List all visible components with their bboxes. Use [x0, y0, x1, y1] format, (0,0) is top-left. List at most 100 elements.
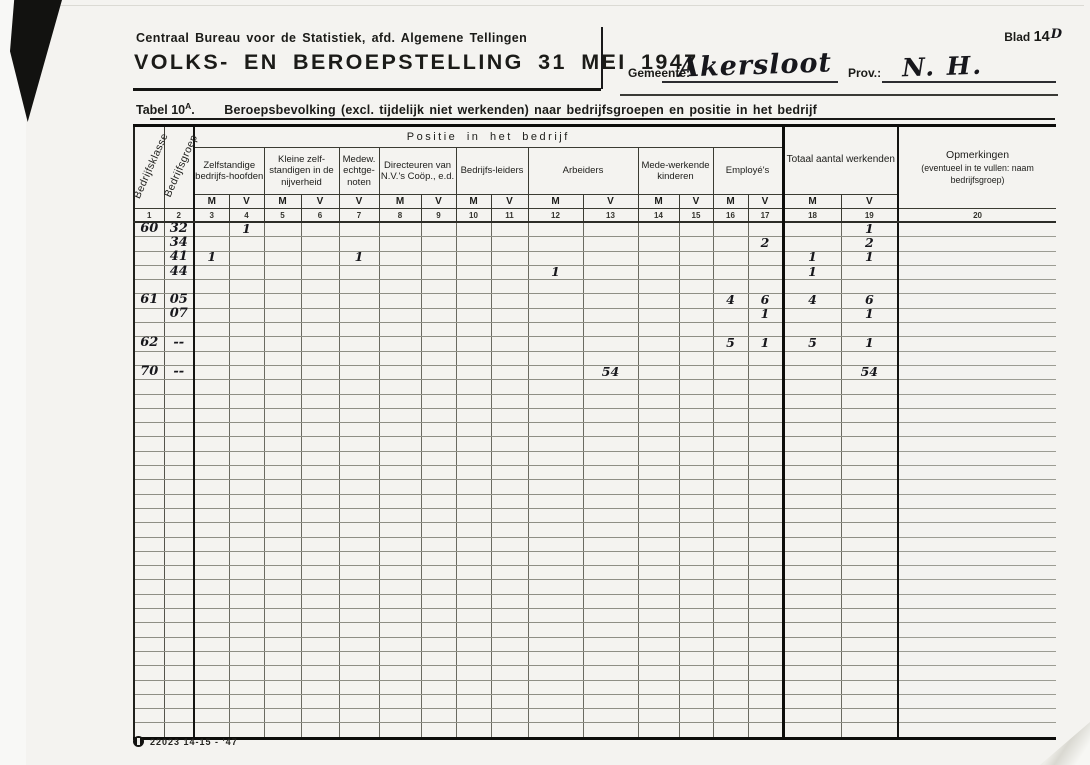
cell-col13: [583, 479, 639, 495]
cell-col17: [748, 579, 784, 595]
cell-col12: [528, 251, 584, 266]
stamp-text: 22023 14-15 - '47: [150, 736, 238, 747]
table-row: 44 1 1: [134, 263, 1057, 281]
cell-col16: [713, 608, 749, 624]
cell-col7: [339, 651, 380, 667]
cell-col6: [301, 694, 340, 710]
cell-col10: [456, 465, 492, 481]
cell-col18: [781, 379, 842, 395]
cell-col17: [748, 537, 784, 552]
cell-col19: [841, 379, 899, 395]
cell-col12: [528, 565, 584, 581]
cell-col17: [748, 680, 784, 695]
handwritten-entry: 44: [169, 263, 188, 279]
cell-col8: [379, 394, 422, 409]
cell-col17: [748, 479, 784, 495]
cell-col4: [229, 579, 265, 595]
cell-col16: [713, 708, 749, 724]
cell-col9: [421, 565, 457, 581]
cell-col8: [379, 522, 422, 538]
cell-col4: [229, 308, 265, 324]
cell-col8: [379, 680, 422, 695]
cell-bedrijfsgroep: [164, 622, 195, 638]
cell-bedrijfsklasse: 62: [134, 336, 165, 352]
cell-col16: [713, 308, 749, 324]
cell-col10: [456, 365, 492, 381]
cell-col12: [528, 293, 584, 309]
table-row: 70 -- 54 54: [134, 365, 1057, 381]
cell-col12: [528, 379, 584, 395]
cell-opmerkingen: [897, 608, 1057, 624]
cell-col17: [748, 508, 784, 524]
cell-col18: 1: [781, 263, 842, 281]
cell-col6: [301, 608, 340, 624]
cell-col14: [638, 522, 680, 538]
cell-col7: [339, 293, 380, 309]
cell-col7: [339, 494, 380, 509]
cell-col10: [456, 551, 492, 567]
cell-col5: [264, 436, 302, 452]
table-row: [134, 594, 1057, 610]
group-header-medewerkende-kinderen: Mede-werkende kinderen: [637, 147, 714, 195]
cell-opmerkingen: [897, 508, 1057, 524]
cell-col4: [229, 451, 265, 467]
cell-col14: [638, 708, 680, 724]
cell-bedrijfsgroep: 07: [164, 307, 195, 324]
cell-bedrijfsklasse: [134, 579, 165, 595]
handwritten-entry: 1: [808, 263, 817, 279]
cell-col5: [264, 308, 302, 324]
cell-col4: [229, 508, 265, 524]
cell-col16: 4: [713, 293, 749, 309]
cell-col11: [491, 665, 529, 681]
cell-col11: [491, 479, 529, 495]
cell-col13: [583, 665, 639, 681]
cell-col10: [456, 451, 492, 467]
cell-col9: [421, 551, 457, 567]
table-row: [134, 279, 1057, 295]
cell-bedrijfsklasse: [134, 722, 165, 739]
cell-col15: [679, 394, 714, 409]
opmerkingen-subtitle: (eventueel in te vullen: naam bedrijfsgr…: [921, 163, 1034, 185]
printer-stamp: 22023 14-15 - '47: [133, 736, 238, 747]
cell-col3: [193, 494, 230, 509]
cell-opmerkingen: [897, 537, 1057, 552]
cell-col6: [301, 451, 340, 467]
cell-col9: [421, 537, 457, 552]
cell-col17: [748, 436, 784, 452]
cell-col10: [456, 322, 492, 338]
cell-opmerkingen: [897, 594, 1057, 610]
cell-col10: [456, 236, 492, 252]
cell-col16: [713, 379, 749, 395]
cell-col11: [491, 436, 529, 452]
mv-header: M: [263, 194, 302, 209]
cell-col5: [264, 665, 302, 681]
cell-col14: [638, 408, 680, 424]
cell-col6: [301, 236, 340, 252]
cell-col12: [528, 680, 584, 695]
cell-col6: [301, 279, 340, 295]
cell-opmerkingen: [897, 551, 1057, 567]
cell-col6: [301, 494, 340, 509]
cell-col5: [264, 451, 302, 467]
cell-col16: [713, 436, 749, 452]
cell-col16: [713, 508, 749, 524]
cell-col11: [491, 322, 529, 338]
cell-col17: [748, 494, 784, 509]
cell-col18: [781, 694, 842, 710]
cell-col6: [301, 508, 340, 524]
cell-col15: [679, 436, 714, 452]
cell-col12: [528, 308, 584, 324]
cell-bedrijfsklasse: 60: [134, 222, 165, 238]
column-number: 11: [490, 208, 529, 223]
cell-col13: [583, 522, 639, 538]
cell-col15: [679, 680, 714, 695]
cell-col15: [679, 336, 714, 352]
cell-col5: [264, 322, 302, 338]
group-header-employes: Employé's: [712, 147, 784, 195]
cell-opmerkingen: [897, 336, 1057, 352]
cell-bedrijfsklasse: 61: [134, 293, 165, 309]
cell-col6: [301, 265, 340, 281]
cell-col15: [679, 408, 714, 424]
cell-col7: [339, 422, 380, 438]
cell-col7: [339, 408, 380, 424]
